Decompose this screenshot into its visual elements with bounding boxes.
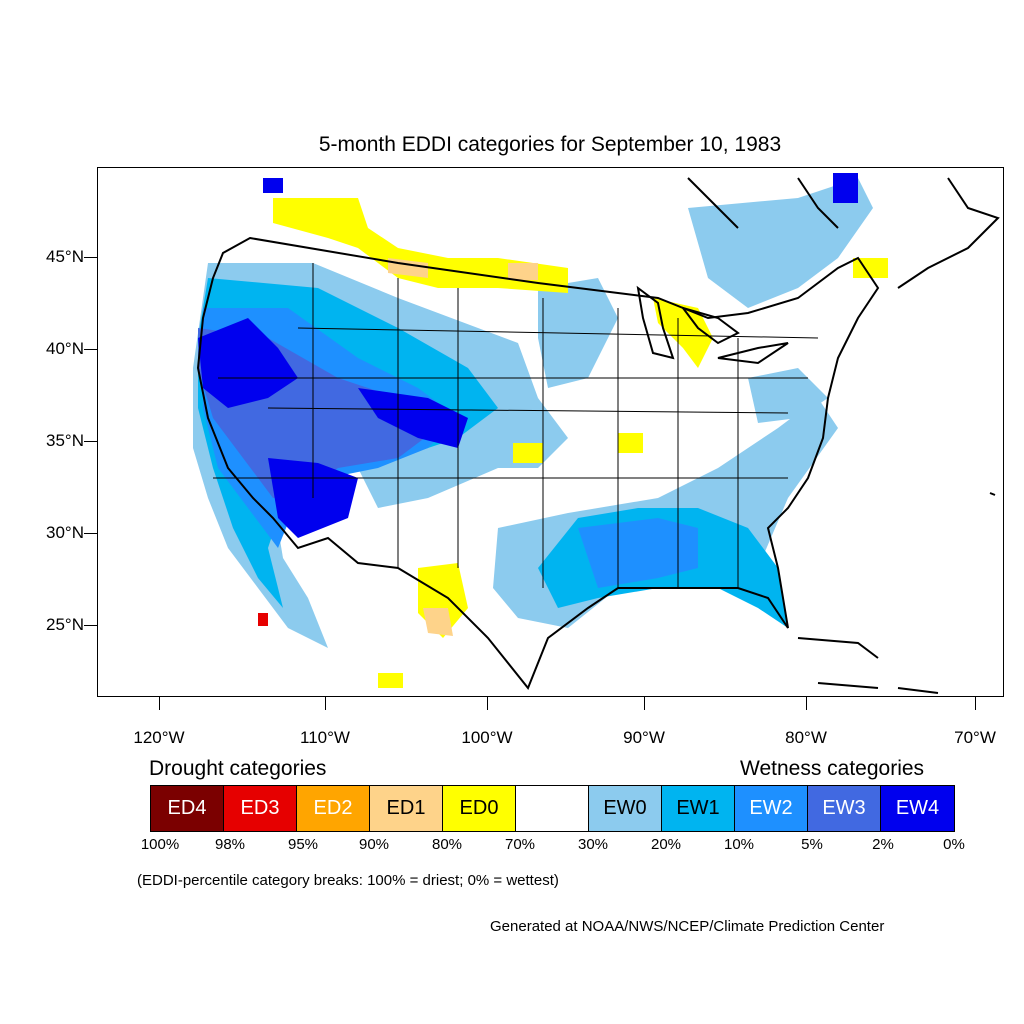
legend-box-neutral	[516, 786, 589, 831]
pct-label: 2%	[872, 836, 894, 853]
legend-colorbar: ED4 ED3 ED2 ED1 ED0 EW0 EW1 EW2 EW3 EW4	[150, 785, 955, 832]
legend-box-ew3: EW3	[808, 786, 881, 831]
lon-tick	[487, 697, 488, 710]
region-ew0-canada-east	[688, 178, 873, 308]
region-ed0-michigan	[653, 298, 713, 368]
wetness-heading: Wetness categories	[740, 757, 925, 780]
lon-label-120: 120°W	[133, 728, 185, 747]
legend-box-ed1: ED1	[370, 786, 443, 831]
pct-label: 98%	[214, 836, 246, 853]
map-svg	[193, 173, 1000, 694]
drought-regions	[258, 198, 888, 688]
region-ew0-northeast	[748, 368, 828, 423]
legend-box-ew2: EW2	[735, 786, 808, 831]
lon-label-80: 80°W	[785, 728, 827, 747]
category-note: (EDDI-percentile category breaks: 100% =…	[137, 872, 559, 889]
lat-tick	[84, 441, 97, 442]
eddi-map	[97, 167, 1004, 697]
lat-tick	[84, 625, 97, 626]
lon-label-70: 70°W	[954, 728, 996, 747]
canada-coast	[687, 177, 1000, 289]
legend-box-ed2: ED2	[297, 786, 370, 831]
lon-tick	[644, 697, 645, 710]
region-ed0-illinois	[618, 433, 643, 453]
state-line-1	[213, 263, 819, 588]
lat-label-35: 35°N	[46, 431, 84, 450]
map-title: 5-month EDDI categories for September 10…	[318, 133, 782, 156]
legend-box-ed0: ED0	[443, 786, 516, 831]
lon-tick	[325, 697, 326, 710]
pct-label: 20%	[650, 836, 682, 853]
pct-label: 100%	[140, 836, 180, 853]
pct-label: 30%	[577, 836, 609, 853]
wetness-regions	[193, 173, 873, 648]
region-ew4-west	[198, 318, 298, 408]
lat-label-40: 40°N	[46, 339, 84, 358]
credit-line: Generated at NOAA/NWS/NCEP/Climate Predi…	[490, 918, 885, 935]
pct-label: 95%	[287, 836, 319, 853]
legend-box-ed3: ED3	[224, 786, 297, 831]
lon-tick	[975, 697, 976, 710]
lon-tick	[159, 697, 160, 710]
great-lakes	[636, 285, 789, 365]
region-ed0-kansas	[513, 443, 543, 463]
region-ed3-baja	[258, 613, 268, 626]
lat-tick	[84, 533, 97, 534]
caribbean-islands	[797, 492, 996, 694]
legend-box-ew0: EW0	[589, 786, 662, 831]
pct-label: 10%	[723, 836, 755, 853]
drought-heading: Drought categories	[149, 757, 327, 780]
lon-label-100: 100°W	[461, 728, 513, 747]
legend-box-ew4: EW4	[881, 786, 954, 831]
boundaries	[196, 177, 1000, 694]
region-ed0-north	[273, 198, 568, 293]
legend-box-ed4: ED4	[151, 786, 224, 831]
region-ed1-north2	[508, 263, 538, 280]
pct-label: 80%	[431, 836, 463, 853]
pct-label: 5%	[801, 836, 823, 853]
pct-label: 70%	[504, 836, 536, 853]
lon-label-110: 110°W	[300, 728, 350, 747]
region-ew4-nw	[263, 178, 283, 193]
region-ew4-colorado	[358, 388, 468, 448]
lat-tick	[84, 257, 97, 258]
lat-label-25: 25°N	[46, 615, 84, 634]
region-ed1-texas	[423, 608, 453, 636]
region-ew4-ne	[833, 173, 858, 203]
region-ew2-south	[578, 518, 698, 588]
us-outline	[196, 236, 880, 690]
lat-tick	[84, 349, 97, 350]
lat-label-45: 45°N	[46, 247, 84, 266]
region-ed0-mexico	[378, 673, 403, 688]
pct-label: 0%	[943, 836, 965, 853]
pct-label: 90%	[358, 836, 390, 853]
lon-tick	[806, 697, 807, 710]
legend-box-ew1: EW1	[662, 786, 735, 831]
lat-label-30: 30°N	[46, 523, 84, 542]
lon-label-90: 90°W	[623, 728, 665, 747]
